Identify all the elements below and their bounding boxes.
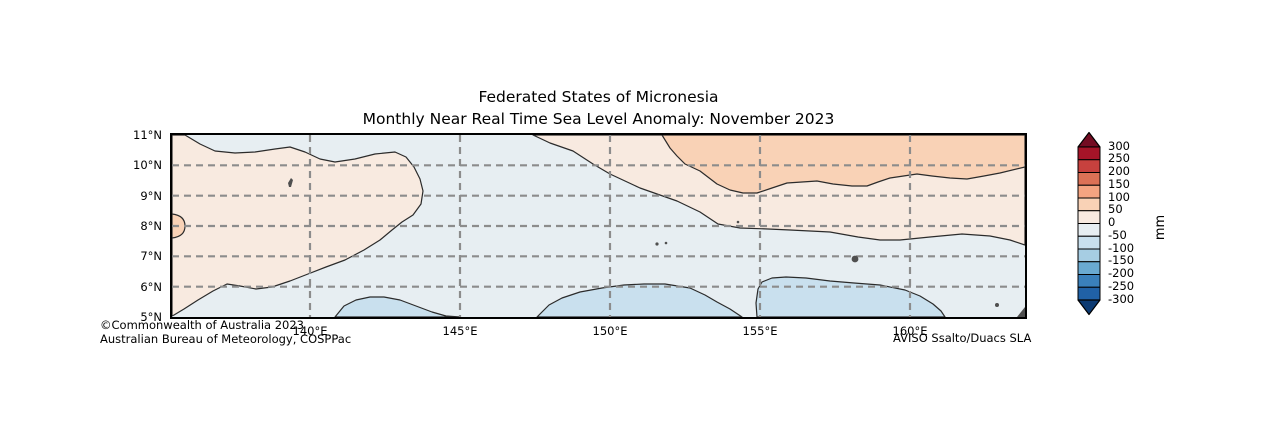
colorbar-segment-neg150-100 xyxy=(1077,248,1101,263)
sea-level-anomaly-map-canvas xyxy=(172,135,1025,317)
lon-tick-155e: 155°E xyxy=(742,324,778,338)
colorbar-segment-neg50-0 xyxy=(1077,223,1101,237)
colorbar-tick-neg250: -250 xyxy=(1108,278,1135,293)
colorbar-arrow-under xyxy=(1077,299,1101,316)
colorbar-tick-neg100: -100 xyxy=(1108,240,1135,255)
colorbar-tick-neg150: -150 xyxy=(1108,253,1135,268)
lon-tick-140e: 140°E xyxy=(292,324,328,338)
lat-tick-8n: 8°N xyxy=(140,219,162,233)
anomaly-region-neg100-neg50-south-a xyxy=(334,296,461,317)
credit-data-source: AVISO Ssalto/Duacs SLA xyxy=(893,331,1032,345)
graticule-gridlines xyxy=(172,135,1025,317)
colorbar-segment-neg200-150 xyxy=(1077,261,1101,275)
colorbar-tick-150: 150 xyxy=(1108,176,1130,191)
colorbar-tick-200: 200 xyxy=(1108,164,1130,178)
lat-tick-6n: 6°N xyxy=(140,280,162,294)
colorbar-segment-100-150 xyxy=(1077,184,1101,199)
colorbar-segment-250-300 xyxy=(1077,146,1101,161)
colorbar-segment-neg300-250 xyxy=(1077,286,1101,301)
island-markers xyxy=(288,178,1025,317)
colorbar-tick-neg300: -300 xyxy=(1108,291,1135,306)
anomaly-region-neg100-neg50-south-b xyxy=(536,283,743,317)
anomaly-region-50-100-northeast xyxy=(661,135,1025,194)
title-block: Federated States of Micronesia Monthly N… xyxy=(172,86,1025,130)
colorbar-unit-label: mm xyxy=(1153,214,1169,241)
credit-copyright: ©Commonwealth of Australia 2023 xyxy=(100,318,305,332)
lat-tick-11n: 11°N xyxy=(133,128,162,142)
map-corner-mark xyxy=(1017,307,1025,317)
colorbar-segment-neg100-50 xyxy=(1077,235,1101,250)
colorbar-tick-250: 250 xyxy=(1108,151,1130,166)
colorbar-tick-0: 0 xyxy=(1108,215,1116,229)
lat-tick-5n: 5°N xyxy=(140,310,162,324)
lon-tick-145e: 145°E xyxy=(442,324,478,338)
island-marker xyxy=(736,220,740,224)
colorbar-tick-50: 50 xyxy=(1108,202,1123,217)
lon-tick-160e: 160°E xyxy=(892,324,928,338)
colorbar-tick-100: 100 xyxy=(1108,189,1130,204)
island-marker-yap xyxy=(288,178,293,187)
island-marker xyxy=(995,303,999,307)
lat-tick-10n: 10°N xyxy=(133,158,162,172)
lat-tick-7n: 7°N xyxy=(140,249,162,263)
lon-tick-150e: 150°E xyxy=(592,324,628,338)
chart-title: Federated States of Micronesia xyxy=(478,88,719,106)
colorbar-segment-0-50 xyxy=(1077,210,1101,224)
island-marker-pohnpei xyxy=(851,255,859,263)
colorbar-segment-150-200 xyxy=(1077,172,1101,186)
chart-subtitle: Monthly Near Real Time Sea Level Anomaly… xyxy=(362,110,835,128)
colorbar-tick-300: 300 xyxy=(1108,138,1130,153)
island-marker xyxy=(664,241,668,245)
lat-tick-9n: 9°N xyxy=(140,189,162,203)
colorbar-segment-200-250 xyxy=(1077,159,1101,173)
colorbar-segment-50-100 xyxy=(1077,197,1101,212)
colorbar-arrow-over xyxy=(1077,131,1101,148)
colorbar-tick-neg50: -50 xyxy=(1108,227,1127,242)
map-plot-area xyxy=(170,133,1027,319)
colorbar-segment-neg250-200 xyxy=(1077,274,1101,288)
island-marker xyxy=(655,242,659,246)
colorbar xyxy=(1077,131,1101,316)
credit-agency: Australian Bureau of Meteorology, COSPPa… xyxy=(100,332,352,346)
colorbar-tick-neg200: -200 xyxy=(1108,266,1135,280)
